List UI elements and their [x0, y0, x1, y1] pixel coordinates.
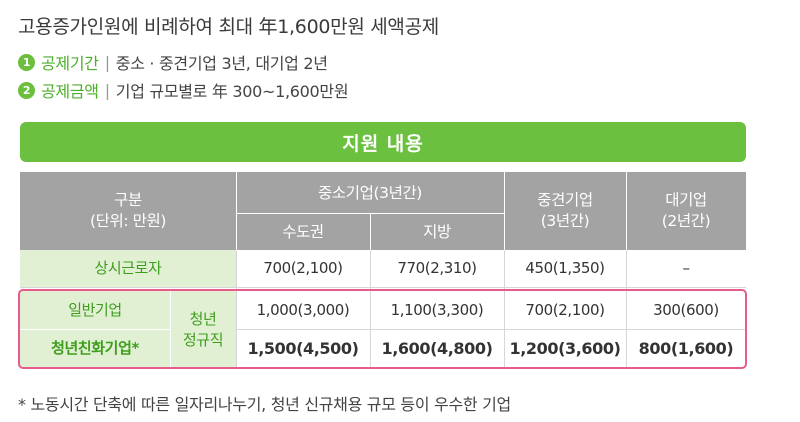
- number-badge-2: 2: [18, 81, 35, 99]
- col-divider: [370, 250, 371, 368]
- header-category: 구분: [114, 191, 142, 210]
- row-general-label: 일반기업: [20, 291, 170, 329]
- header-divider: [236, 213, 504, 214]
- row-friendly-label: 청년친화기업*: [20, 329, 170, 368]
- bullet-label: 공제금액: [41, 82, 99, 101]
- row-regular-large: –: [626, 250, 746, 287]
- number-badge-1: 1: [18, 53, 35, 71]
- header-midsize-cell: 중견기업 (3년간): [504, 172, 626, 250]
- header-large-cell: 대기업 (2년간): [626, 172, 746, 250]
- separator: |: [104, 80, 110, 100]
- header-midsize: 중견기업: [537, 191, 593, 210]
- header-unit: (단위: 만원): [89, 212, 167, 230]
- row-regular-midsize: 450(1,350): [504, 250, 626, 287]
- row-regular-region: 770(2,310): [370, 250, 504, 287]
- header-region: 지방: [370, 214, 504, 250]
- regular-job-label: 정규직: [182, 330, 224, 349]
- page-title: 고용증가인원에 비례하여 최대 年1,600만원 세액공제: [18, 16, 439, 38]
- header-divider: [236, 172, 237, 250]
- support-content-header: 지원 내용: [20, 122, 746, 162]
- header-divider: [504, 172, 505, 250]
- col-divider: [626, 250, 627, 368]
- bullet-text: 중소 · 중견기업 3년, 대기업 2년: [115, 54, 328, 73]
- header-divider: [626, 172, 627, 250]
- footnote: * 노동시간 단축에 따른 일자리나누기, 청년 신규채용 규모 등이 우수한 …: [18, 395, 511, 414]
- header-midsize-period: (3년간): [540, 212, 590, 230]
- row-friendly-region: 1,600(4,800): [370, 329, 504, 368]
- header-category-cell: 구분 (단위: 만원): [20, 172, 236, 250]
- youth-regular-label: 청년 정규직: [170, 291, 236, 368]
- bullet-deduction-period: 1 공제기간 | 중소 · 중견기업 3년, 대기업 2년: [18, 50, 328, 74]
- header-large: 대기업: [665, 191, 707, 210]
- row-regular-label: 상시근로자: [20, 250, 236, 287]
- bullet-label: 공제기간: [41, 54, 99, 73]
- row-divider: [20, 287, 746, 288]
- bullet-deduction-amount: 2 공제금액 | 기업 규모별로 年 300~1,600만원: [18, 78, 349, 102]
- row-regular-capital: 700(2,100): [236, 250, 370, 287]
- col-divider: [236, 250, 237, 368]
- header-capital-area: 수도권: [236, 214, 370, 250]
- support-table: 구분 (단위: 만원) 중소기업(3년간) 수도권 지방 중견기업 (3년간) …: [20, 172, 746, 372]
- header-divider: [370, 214, 371, 250]
- row-friendly-large: 800(1,600): [626, 329, 746, 368]
- row-friendly-midsize: 1,200(3,600): [504, 329, 626, 368]
- header-large-period: (2년간): [661, 212, 711, 230]
- row-general-large: 300(600): [626, 291, 746, 329]
- row-general-capital: 1,000(3,000): [236, 291, 370, 329]
- col-divider: [170, 291, 171, 368]
- youth-label: 청년: [189, 310, 217, 329]
- row-divider: [236, 329, 746, 330]
- row-general-region: 1,100(3,300): [370, 291, 504, 329]
- header-sme: 중소기업(3년간): [236, 172, 504, 214]
- row-friendly-capital: 1,500(4,500): [236, 329, 370, 368]
- row-general-midsize: 700(2,100): [504, 291, 626, 329]
- separator: |: [104, 52, 110, 72]
- col-divider: [504, 250, 505, 368]
- row-divider: [20, 329, 170, 330]
- bullet-text: 기업 규모별로 年 300~1,600만원: [115, 82, 349, 101]
